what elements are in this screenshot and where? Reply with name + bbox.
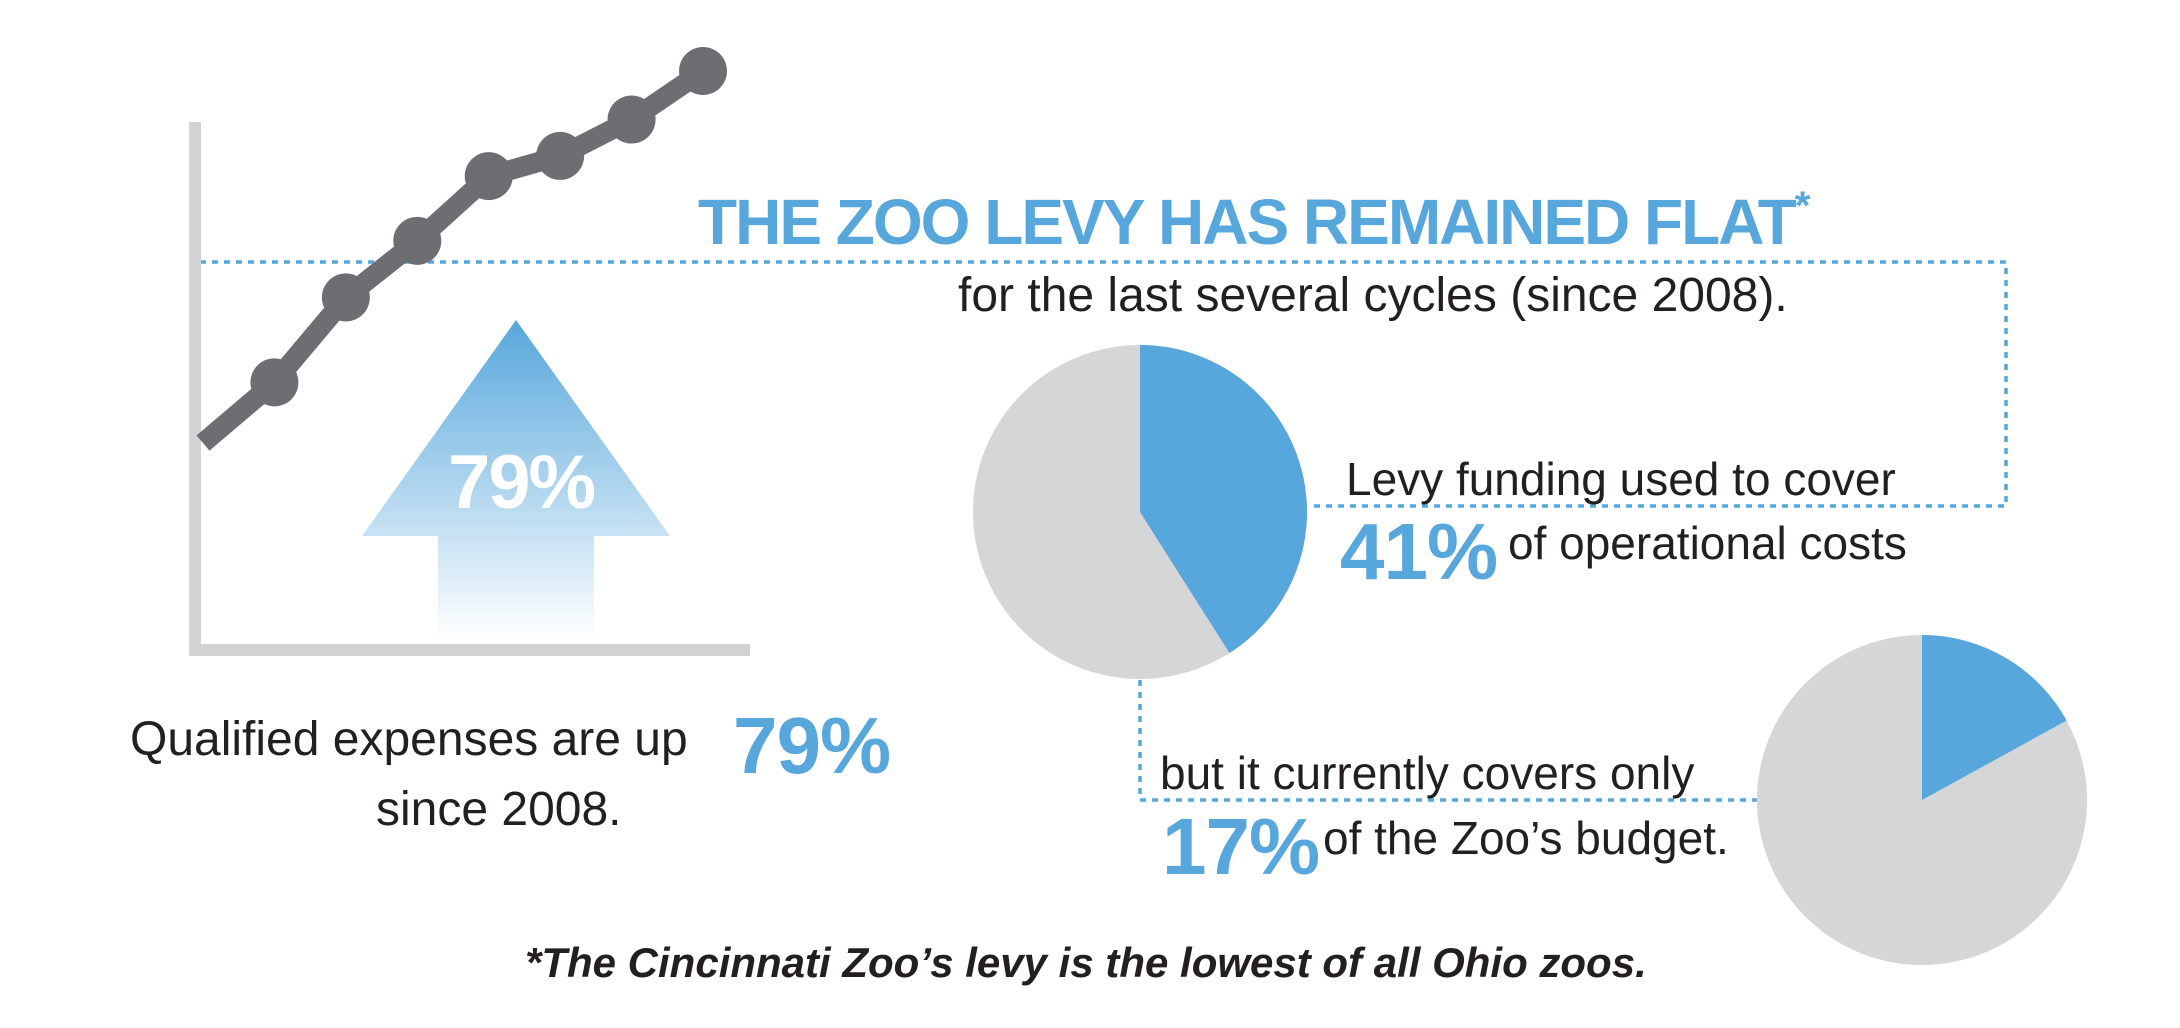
expenses-line1: Qualified expenses are up xyxy=(130,713,688,766)
headline-asterisk: * xyxy=(1794,184,1811,228)
operational-costs-line2: of operational costs xyxy=(1508,517,1907,569)
connector-headline-to-levy xyxy=(200,260,2008,508)
trend-point-5 xyxy=(536,131,585,180)
expenses-percent: 79% xyxy=(733,701,891,790)
headline-text: THE ZOO LEVY HAS REMAINED FLAT xyxy=(698,186,1797,258)
trend-point-1 xyxy=(250,358,299,407)
pie-operational-highlight-slice xyxy=(1140,345,1307,654)
trend-point-6 xyxy=(607,95,656,144)
operational-costs-line1: Levy funding used to cover xyxy=(1346,453,1896,505)
up-arrow: 79% xyxy=(362,320,670,640)
subheadline: for the last several cycles (since 2008)… xyxy=(958,269,1788,322)
zoo-budget-percent: 17% xyxy=(1162,802,1320,891)
zoo-budget-line1: but it currently covers only xyxy=(1160,747,1695,799)
zoo-budget-line2: of the Zoo’s budget. xyxy=(1323,812,1729,864)
trend-point-3 xyxy=(393,216,442,265)
pie-budget-highlight-slice xyxy=(1922,635,2067,800)
trend-point-2 xyxy=(321,273,370,322)
pie-operational-costs xyxy=(973,345,1307,679)
up-arrow-shape xyxy=(362,320,670,640)
expense-growth-chart xyxy=(189,47,750,656)
up-arrow-label: 79% xyxy=(448,440,595,525)
pie-zoo-budget xyxy=(1757,635,2087,965)
trend-point-4 xyxy=(464,152,513,201)
footnote: *The Cincinnati Zoo’s levy is the lowest… xyxy=(525,939,1647,986)
headline: THE ZOO LEVY HAS REMAINED FLAT* xyxy=(698,186,1810,254)
expenses-line2: since 2008. xyxy=(376,783,622,836)
trend-points xyxy=(250,47,727,407)
operational-costs-percent: 41% xyxy=(1340,507,1498,596)
trend-point-7 xyxy=(679,47,727,95)
